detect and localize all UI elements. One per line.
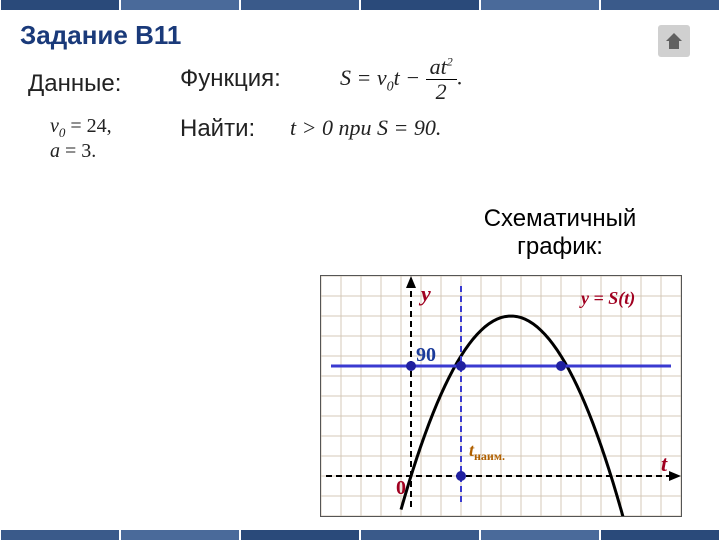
- svg-text:t: t: [661, 451, 668, 476]
- formula-find: t > 0 при S = 90.: [290, 115, 441, 141]
- label-data: Данные:: [28, 70, 121, 98]
- svg-text:0: 0: [396, 477, 406, 499]
- svg-text:90: 90: [416, 344, 436, 366]
- bottom-bar: [0, 530, 720, 540]
- label-find: Найти:: [180, 115, 255, 143]
- eq-s-frac: at2 2: [426, 55, 457, 104]
- label-func: Функция:: [180, 65, 281, 93]
- formula-a: a = 3.: [50, 140, 96, 163]
- svg-text:y: y: [418, 281, 431, 306]
- chart-title: Схематичныйграфик:: [440, 205, 680, 261]
- formula-v0: v0 = 24,: [50, 115, 112, 141]
- home-icon[interactable]: [658, 25, 690, 57]
- task-title: Задание B11: [20, 20, 181, 51]
- svg-text:y = S(t): y = S(t): [579, 288, 635, 309]
- chart-area: 90 y t y = S(t) 0 tнаим.: [320, 275, 682, 517]
- formula-s: S = v0t − at2 2 .: [340, 55, 462, 104]
- svg-text:tнаим.: tнаим.: [469, 440, 505, 463]
- eq-s-pre: S = v0t −: [340, 65, 426, 90]
- top-bar: [0, 0, 720, 10]
